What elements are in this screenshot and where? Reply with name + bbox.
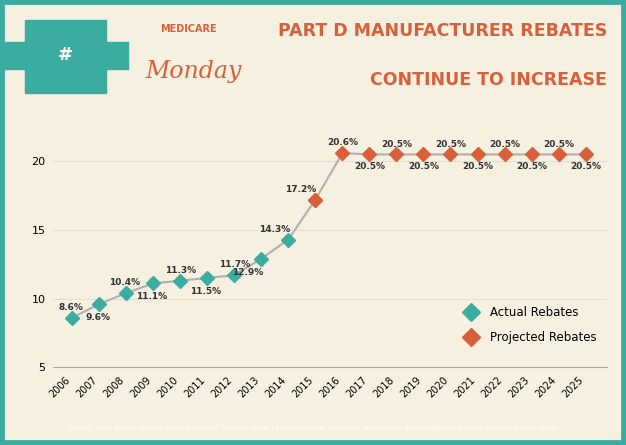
Text: 11.7%: 11.7% <box>218 260 250 269</box>
Text: 20.5%: 20.5% <box>516 162 547 171</box>
Legend: Actual Rebates, Projected Rebates: Actual Rebates, Projected Rebates <box>454 302 602 349</box>
Text: 9.6%: 9.6% <box>85 313 110 322</box>
Text: 8.6%: 8.6% <box>58 303 83 312</box>
Text: 20.5%: 20.5% <box>462 162 493 171</box>
Text: CONTINUE TO INCREASE: CONTINUE TO INCREASE <box>371 71 607 89</box>
Text: 14.3%: 14.3% <box>259 225 290 234</box>
Bar <box>25 20 106 93</box>
Text: 20.6%: 20.6% <box>327 138 358 147</box>
Text: 11.3%: 11.3% <box>165 266 196 275</box>
Bar <box>3 42 128 69</box>
Text: 20.5%: 20.5% <box>408 162 439 171</box>
Text: #: # <box>58 46 73 64</box>
Text: 10.4%: 10.4% <box>110 278 140 287</box>
Text: 17.2%: 17.2% <box>285 185 316 194</box>
Text: 11.1%: 11.1% <box>136 292 167 301</box>
Text: MEDICARE: MEDICARE <box>160 24 216 33</box>
Text: 11.5%: 11.5% <box>190 287 222 296</box>
Text: 20.5%: 20.5% <box>570 162 601 171</box>
Text: 20.5%: 20.5% <box>381 140 412 149</box>
Text: 20.5%: 20.5% <box>543 140 574 149</box>
Text: Source: 2016 Annual Report of the Boards of Trustees of the Federal Hospital Ins: Source: 2016 Annual Report of the Boards… <box>68 425 558 431</box>
Text: Monday: Monday <box>145 60 242 83</box>
Text: 20.5%: 20.5% <box>354 162 385 171</box>
Text: 20.5%: 20.5% <box>435 140 466 149</box>
Text: PART D MANUFACTURER REBATES: PART D MANUFACTURER REBATES <box>278 22 607 40</box>
Text: 12.9%: 12.9% <box>232 267 264 277</box>
Text: 20.5%: 20.5% <box>489 140 520 149</box>
